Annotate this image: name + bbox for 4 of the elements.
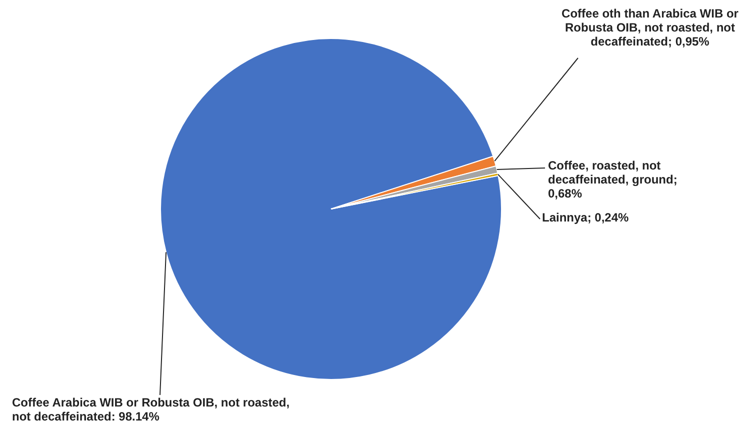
- slice-label: Coffee oth than Arabica WIB or Robusta OIB, not roasted, not decaffeinated; 0,95%: [562, 6, 739, 48]
- slice-label: Lainnya; 0,24%: [542, 210, 630, 224]
- slice-label: Coffee Arabica WIB or Robusta OIB, not roasted, not decaffeinated: 98.14%: [12, 395, 290, 424]
- slice-label: Coffee, roasted, not decaffeinated, ground; 0,68%: [548, 158, 678, 200]
